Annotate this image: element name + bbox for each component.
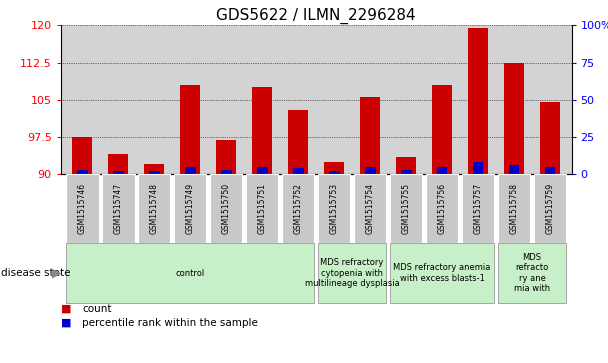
Bar — [66, 174, 98, 243]
Text: GSM1515759: GSM1515759 — [545, 183, 554, 234]
Bar — [498, 243, 566, 303]
Bar — [468, 28, 488, 174]
Bar — [257, 167, 268, 174]
Text: MDS
refracto
ry ane
mia with: MDS refracto ry ane mia with — [514, 253, 550, 293]
Text: GSM1515757: GSM1515757 — [474, 183, 483, 234]
Bar — [472, 162, 483, 174]
Text: ■: ■ — [61, 318, 71, 328]
Bar — [282, 174, 314, 243]
Bar — [77, 170, 88, 174]
Bar — [318, 243, 386, 303]
Text: MDS refractory
cytopenia with
multilineage dysplasia: MDS refractory cytopenia with multilinea… — [305, 258, 399, 288]
Bar — [462, 174, 494, 243]
Bar — [498, 174, 530, 243]
Text: GSM1515755: GSM1515755 — [401, 183, 410, 234]
Bar — [426, 174, 458, 243]
Text: GSM1515754: GSM1515754 — [365, 183, 375, 234]
Bar — [66, 243, 314, 303]
Text: GSM1515750: GSM1515750 — [222, 183, 231, 234]
Bar — [324, 162, 344, 174]
Bar — [113, 171, 124, 174]
Text: ▶: ▶ — [52, 267, 61, 280]
Bar — [360, 97, 380, 174]
Text: GSM1515747: GSM1515747 — [114, 183, 123, 234]
Text: ■: ■ — [61, 303, 71, 314]
Bar — [138, 174, 170, 243]
Text: count: count — [82, 303, 112, 314]
Text: GSM1515758: GSM1515758 — [510, 183, 519, 234]
Bar — [432, 85, 452, 174]
Bar — [181, 85, 200, 174]
Bar — [354, 174, 386, 243]
Text: disease state: disease state — [1, 268, 70, 278]
Bar — [174, 174, 207, 243]
Bar — [329, 171, 340, 174]
Text: GSM1515756: GSM1515756 — [438, 183, 446, 234]
Text: GSM1515751: GSM1515751 — [258, 183, 267, 234]
Bar — [221, 170, 232, 174]
Bar — [185, 167, 196, 174]
Text: control: control — [176, 269, 205, 278]
Bar — [288, 110, 308, 174]
Bar — [252, 87, 272, 174]
Bar — [504, 62, 524, 174]
Bar — [540, 102, 560, 174]
Title: GDS5622 / ILMN_2296284: GDS5622 / ILMN_2296284 — [216, 8, 416, 24]
Bar — [545, 167, 555, 174]
Text: MDS refractory anemia
with excess blasts-1: MDS refractory anemia with excess blasts… — [393, 264, 491, 283]
Text: GSM1515746: GSM1515746 — [78, 183, 87, 234]
Bar — [401, 170, 412, 174]
Text: GSM1515748: GSM1515748 — [150, 183, 159, 234]
Bar — [390, 243, 494, 303]
Bar — [534, 174, 566, 243]
Bar — [246, 174, 278, 243]
Bar — [72, 137, 92, 174]
Bar — [437, 167, 447, 174]
Bar — [508, 165, 519, 174]
Bar — [145, 164, 164, 174]
Text: GSM1515752: GSM1515752 — [294, 183, 303, 234]
Text: percentile rank within the sample: percentile rank within the sample — [82, 318, 258, 328]
Bar — [318, 174, 350, 243]
Bar — [216, 139, 236, 174]
Bar — [365, 167, 376, 174]
Bar — [102, 174, 134, 243]
Text: GSM1515753: GSM1515753 — [330, 183, 339, 234]
Bar — [390, 174, 423, 243]
Bar — [292, 168, 303, 174]
Bar — [396, 157, 416, 174]
Bar — [149, 171, 160, 174]
Bar — [108, 154, 128, 174]
Text: GSM1515749: GSM1515749 — [186, 183, 195, 234]
Bar — [210, 174, 243, 243]
